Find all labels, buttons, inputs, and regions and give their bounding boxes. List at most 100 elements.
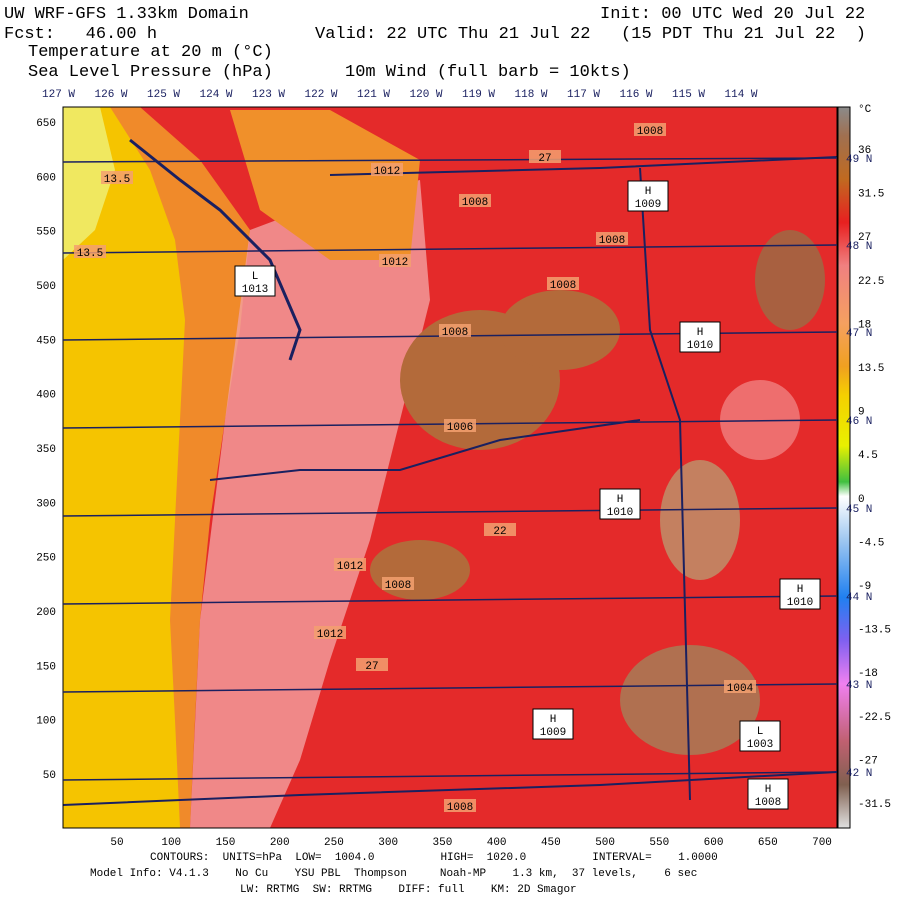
pressure-center-value: 1003 — [747, 739, 773, 751]
longitude-label: 116 W — [620, 89, 653, 101]
field-wind: 10m Wind (full barb = 10kts) — [345, 63, 631, 82]
pressure-center-kind: L — [757, 726, 764, 738]
pressure-center-box — [747, 778, 789, 810]
pressure-center-kind: H — [797, 584, 804, 596]
longitude-label: 120 W — [410, 89, 443, 101]
longitude-label: 123 W — [252, 89, 285, 101]
latitude-line — [62, 683, 838, 693]
longitude-label: 126 W — [95, 89, 128, 101]
contour-label: 1008 — [385, 580, 411, 592]
y-tick-label: 500 — [36, 281, 56, 293]
x-tick-label: 550 — [649, 837, 669, 849]
contour-label: 1012 — [382, 257, 408, 269]
contour-label-box — [379, 254, 411, 267]
map-area — [62, 106, 838, 829]
pressure-center-value: 1009 — [635, 199, 661, 211]
colorbar-label: -27 — [858, 755, 878, 767]
contour-label: 1008 — [442, 327, 468, 339]
colorbar-label: 13.5 — [858, 363, 884, 375]
pressure-center-box — [627, 180, 669, 212]
contour-label-box — [439, 324, 471, 337]
pressure-center-box — [234, 265, 276, 297]
contour-label-box — [444, 419, 476, 432]
pressure-center-kind: H — [697, 327, 704, 339]
x-tick-label: 250 — [324, 837, 344, 849]
contour-label: 1008 — [447, 802, 473, 814]
latitude-line — [62, 595, 838, 605]
contour-label-box — [334, 558, 366, 571]
contour-label: 1012 — [317, 629, 343, 641]
y-tick-label: 100 — [36, 716, 56, 728]
contour-label-box — [382, 577, 414, 590]
footer-contours: CONTOURS: UNITS=hPa LOW= 1004.0 HIGH= 10… — [150, 852, 718, 864]
longitude-label: 125 W — [147, 89, 180, 101]
y-tick-label: 400 — [36, 390, 56, 402]
colorbar-label: -13.5 — [858, 625, 891, 637]
colorbar-label: 36 — [858, 145, 871, 157]
colorbar-label: 4.5 — [858, 450, 878, 462]
latitude-label: 48 N — [846, 241, 872, 253]
pressure-center-kind: H — [765, 784, 772, 796]
contour-label-box — [724, 680, 756, 693]
x-tick-label: 350 — [433, 837, 453, 849]
longitude-label: 119 W — [462, 89, 495, 101]
pressure-center-value: 1009 — [540, 727, 566, 739]
colorbar-label: -4.5 — [858, 537, 884, 549]
contour-label: 1006 — [447, 422, 473, 434]
field-temperature: Temperature at 20 m (°C) — [28, 43, 273, 62]
x-tick-label: 200 — [270, 837, 290, 849]
pressure-center-value: 1010 — [607, 507, 633, 519]
contour-label: 1008 — [462, 197, 488, 209]
pressure-center-value: 1010 — [787, 597, 813, 609]
y-tick-label: 50 — [43, 770, 56, 782]
colorbar-label: -22.5 — [858, 712, 891, 724]
contour-label: 1008 — [550, 280, 576, 292]
colorbar-unit: °C — [858, 104, 872, 116]
field-pressure: Sea Level Pressure (hPa) — [28, 63, 273, 82]
longitude-label: 127 W — [42, 89, 75, 101]
pressure-center-value: 1013 — [242, 284, 268, 296]
y-tick-label: 250 — [36, 553, 56, 565]
pressure-center-kind: H — [645, 186, 652, 198]
latitude-line — [62, 244, 838, 254]
pressure-center-kind: H — [617, 494, 624, 506]
colorbar-label: -9 — [858, 581, 871, 593]
contour-label: 1012 — [337, 561, 363, 573]
contour-label-box — [444, 799, 476, 812]
colorbar-label: 18 — [858, 319, 871, 331]
longitude-label: 117 W — [567, 89, 600, 101]
contour-label: 1008 — [599, 235, 625, 247]
colorbar-label: -18 — [858, 668, 878, 680]
pressure-center-kind: L — [252, 271, 259, 283]
contour-label-box — [596, 232, 628, 245]
longitude-label: 114 W — [725, 89, 758, 101]
colorbar-label: 31.5 — [858, 189, 884, 201]
contour-label: 13.5 — [77, 248, 103, 260]
contour-label-box — [356, 658, 388, 671]
y-tick-label: 150 — [36, 661, 56, 673]
latitude-label: 46 N — [846, 416, 872, 428]
latitude-label: 43 N — [846, 680, 872, 692]
latitude-line — [62, 157, 838, 163]
colorbar-label: 27 — [858, 232, 871, 244]
latitude-line — [62, 771, 838, 781]
colorbar-label: 22.5 — [858, 276, 884, 288]
pressure-center-box — [679, 321, 721, 353]
forecast-hour: Fcst: 46.00 h — [4, 25, 157, 44]
pressure-center-value: 1010 — [687, 340, 713, 352]
valid-time: Valid: 22 UTC Thu 21 Jul 22 (15 PDT Thu … — [315, 25, 866, 44]
latitude-label: 42 N — [846, 768, 872, 780]
y-tick-label: 450 — [36, 335, 56, 347]
contour-label-box — [634, 123, 666, 136]
x-tick-label: 700 — [812, 837, 832, 849]
longitude-label: 121 W — [357, 89, 390, 101]
longitude-label: 115 W — [672, 89, 705, 101]
x-tick-label: 500 — [595, 837, 615, 849]
x-tick-label: 100 — [161, 837, 181, 849]
pressure-center-kind: H — [550, 714, 557, 726]
y-tick-label: 200 — [36, 607, 56, 619]
colorbar-label: -31.5 — [858, 799, 891, 811]
footer-physics: LW: RRTMG SW: RRTMG DIFF: full KM: 2D Sm… — [240, 884, 577, 896]
